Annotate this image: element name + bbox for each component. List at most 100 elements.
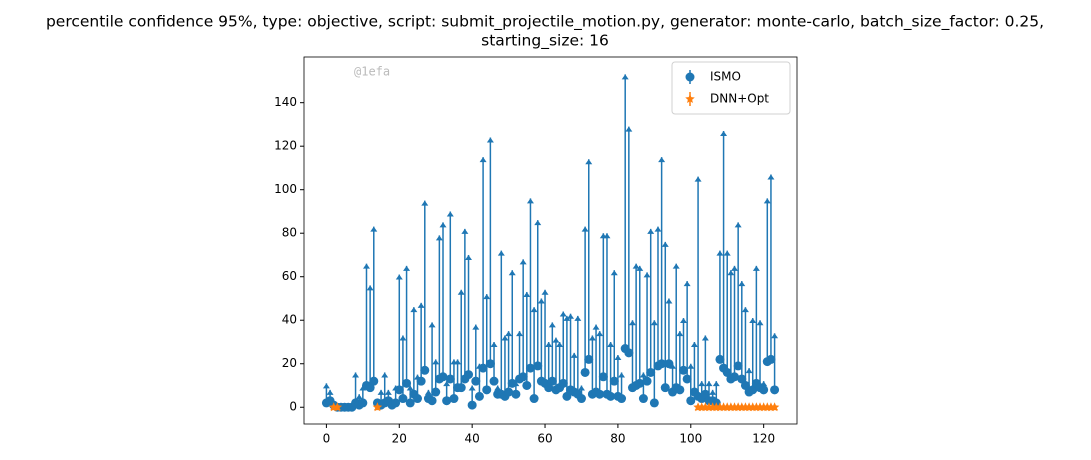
uplim-arrow [548,322,556,328]
uplim-arrow [643,272,651,278]
x-tick-label: 0 [323,432,331,446]
y-tick-label: 140 [274,95,297,109]
uplim-arrow [669,363,677,369]
legend-box [671,61,791,115]
uplim-arrow [406,385,414,391]
circle-marker [511,389,521,399]
circle-marker [438,372,448,382]
uplim-arrow [381,372,389,378]
uplim-arrow [537,298,545,304]
y-tick-label: 0 [289,400,297,414]
uplim-arrow [552,337,560,343]
uplim-arrow [490,341,498,347]
uplim-arrow [658,157,666,163]
uplim-arrow [756,320,764,326]
uplim-arrow [512,381,520,387]
uplim-arrow [377,389,385,395]
uplim-arrow [322,383,330,389]
uplim-arrow [741,307,749,313]
uplim-arrow [734,222,742,228]
uplim-arrow [461,228,469,234]
circle-marker [595,389,605,399]
uplim-arrow [395,274,403,280]
uplim-arrow [727,270,735,276]
y-tick-label: 100 [274,182,297,196]
uplim-arrow [384,389,392,395]
uplim-arrow [366,285,374,291]
circle-marker [398,394,408,404]
uplim-arrow [738,281,746,287]
uplim-arrow [559,311,567,317]
circle-marker [649,398,659,408]
circle-marker [733,361,743,371]
uplim-arrow [446,211,454,217]
y-tick-label: 60 [282,269,297,283]
y-tick-label: 120 [274,139,297,153]
circle-marker [420,365,430,375]
uplim-arrow [472,324,480,330]
circle-marker [522,380,532,390]
uplim-arrow [712,381,720,387]
uplim-arrow [621,74,629,80]
chart-subtitle: starting_size: 16 [481,32,609,51]
uplim-arrow [355,394,363,400]
uplim-arrow [465,254,473,260]
circle-marker [482,385,492,395]
uplim-arrow [698,381,706,387]
uplim-arrow [767,174,775,180]
uplim-arrow [326,389,334,395]
uplim-arrow [443,381,451,387]
x-tick-label: 60 [537,432,552,446]
chart-title: percentile confidence 95%, type: objecti… [46,13,1044,32]
uplim-arrow [603,233,611,239]
uplim-arrow [556,341,564,347]
x-tick-label: 20 [392,432,407,446]
uplim-arrow [672,263,680,269]
uplim-arrow [596,331,604,337]
circle-marker [427,396,437,406]
circle-marker [638,394,648,404]
circle-marker [525,363,535,373]
circle-marker [464,370,474,380]
uplim-arrow [618,372,626,378]
circle-marker [715,354,725,364]
uplim-arrow [647,228,655,234]
circle-marker [518,372,528,382]
legend-label: ISMO [710,70,741,84]
uplim-arrow [567,313,575,319]
uplim-arrow [483,294,491,300]
uplim-arrow [625,126,633,132]
circle-marker [405,398,415,408]
circle-marker [431,387,441,397]
uplim-arrow [661,241,669,247]
uplim-arrow [694,176,702,182]
circle-marker [416,376,426,386]
series-0 [321,74,780,412]
uplim-arrow [581,226,589,232]
uplim-arrow [628,320,636,326]
circle-marker [504,387,514,397]
uplim-arrow [690,341,698,347]
uplim-arrow [639,372,647,378]
uplim-arrow [534,220,542,226]
uplim-arrow [454,359,462,365]
uplim-arrow [705,381,713,387]
x-tick-label: 100 [679,432,702,446]
uplim-arrow [501,335,509,341]
uplim-arrow [749,318,757,324]
uplim-arrow [679,318,687,324]
uplim-arrow [752,265,760,271]
circle-marker [598,372,608,382]
uplim-arrow [428,322,436,328]
uplim-arrow [771,333,779,339]
uplim-arrow [709,389,717,395]
uplim-arrow [435,235,443,241]
uplim-arrow [410,307,418,313]
circle-marker [478,363,488,373]
series-1 [328,402,780,412]
circle-marker [617,394,627,404]
circle-marker [646,367,656,377]
uplim-arrow [687,363,695,369]
uplim-arrow [523,291,531,297]
